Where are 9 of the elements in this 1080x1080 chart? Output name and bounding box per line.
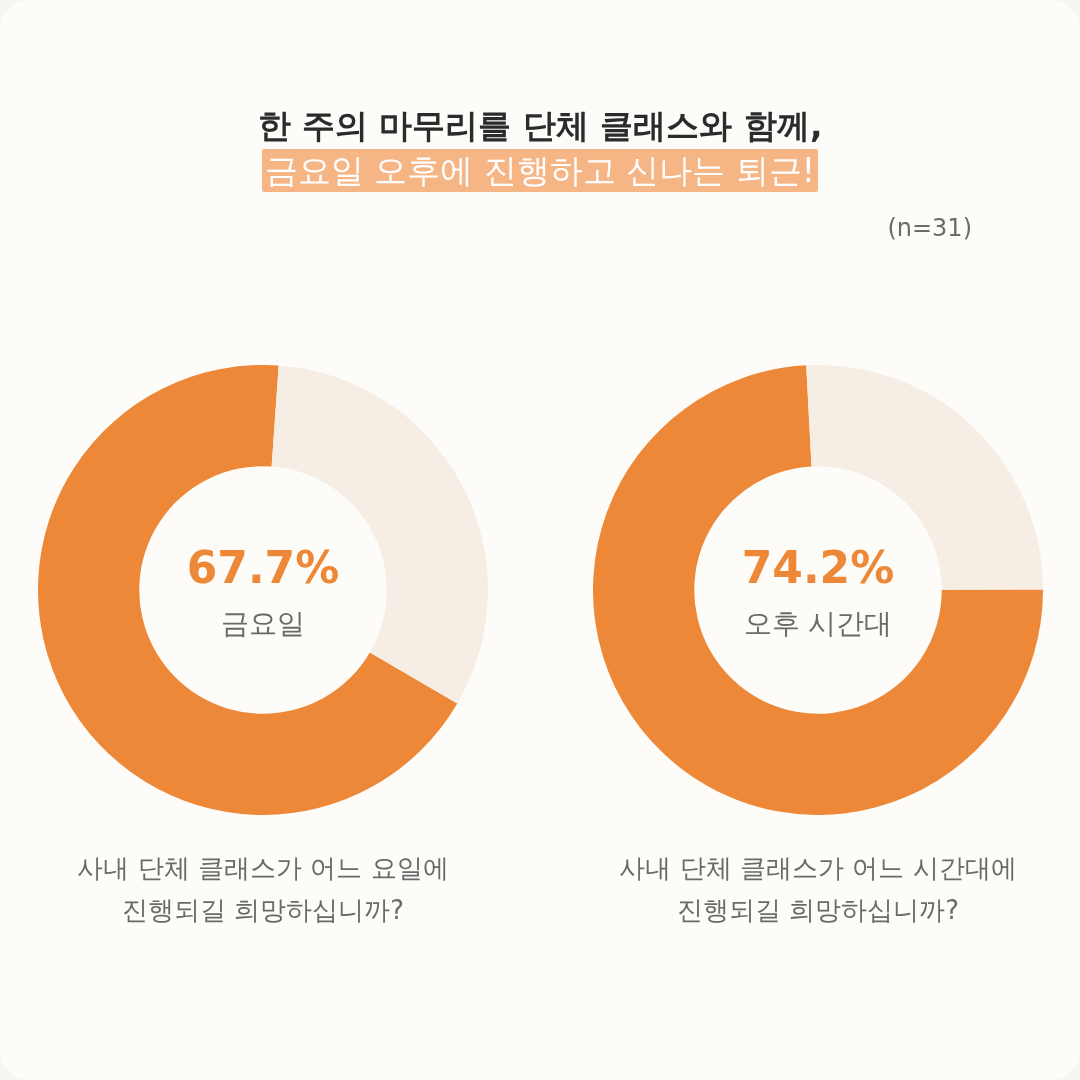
slice-label: 오후 시간대 xyxy=(743,607,893,641)
text: (n=31) xyxy=(887,213,972,244)
text: 사내 단체 클래스가 어느 요일에 진행되길 희망하십니까? xyxy=(76,852,450,927)
data-label: 74.2% xyxy=(741,542,895,594)
slice-label: 금요일 xyxy=(221,607,305,641)
text: 한 주의 마무리를 단체 클래스와 함께, xyxy=(256,105,824,147)
data-label: 67.7% xyxy=(186,542,340,594)
text: 금요일 오후에 진행하고 신나는 퇴근! xyxy=(261,149,819,192)
text: 사내 단체 클래스가 어느 시간대에 진행되길 희망하십니까? xyxy=(618,852,1018,927)
